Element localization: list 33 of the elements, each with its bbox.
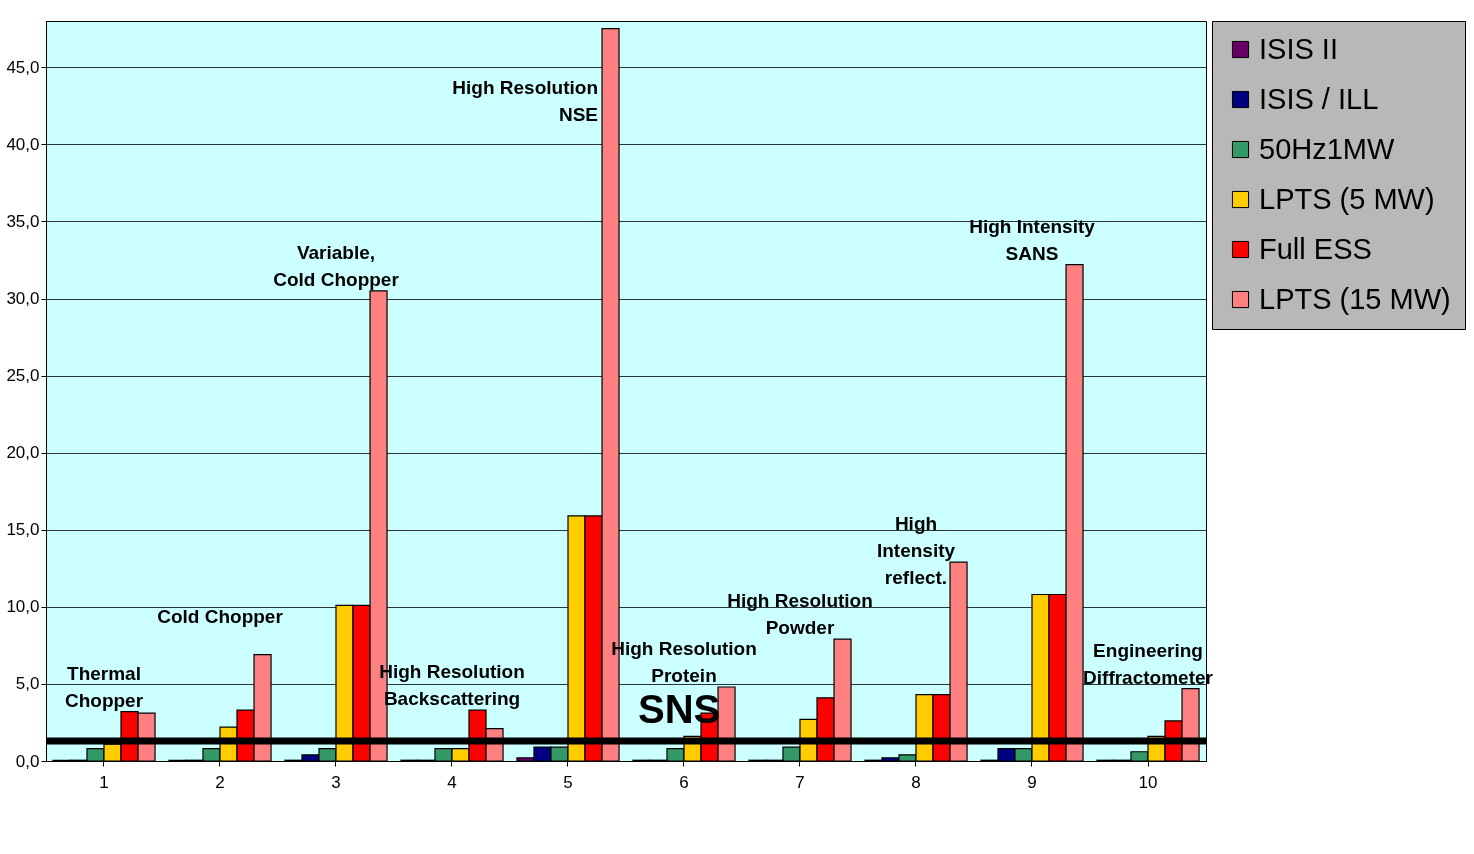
legend-label: LPTS (15 MW) (1259, 282, 1451, 315)
y-tick-label: 5,0 (15, 674, 40, 694)
y-tick-label: 40,0 (6, 134, 40, 154)
legend-label: LPTS (5 MW) (1259, 182, 1435, 215)
annotation: Thermal Chopper (64, 662, 144, 711)
x-tick-label: 9 (1027, 772, 1037, 792)
annotation: High Resolution NSE (452, 76, 598, 125)
y-tick-label: 10,0 (6, 597, 40, 617)
legend-label: ISIS / ILL (1259, 82, 1379, 115)
annotation: High Intensity SANS (969, 215, 1096, 264)
y-tick-label: 0,0 (15, 751, 40, 771)
annotation: Cold Chopper (157, 605, 284, 627)
x-tick-label: 7 (795, 772, 805, 792)
x-tick-label: 10 (1138, 772, 1158, 792)
y-tick-label: 45,0 (6, 57, 40, 77)
annotation: High Intensity reflect. (876, 513, 956, 589)
y-tick-label: 30,0 (6, 289, 40, 308)
annotation: Variable, Cold Chopper (273, 241, 400, 290)
x-tick-label: 3 (331, 772, 341, 792)
legend-label: ISIS II (1259, 32, 1338, 65)
legend-label: 50Hz1MW (1259, 132, 1395, 165)
y-tick-label: 35,0 (6, 211, 40, 231)
x-tick-label: 5 (563, 772, 573, 792)
x-tick-label: 8 (911, 772, 921, 792)
legend-label: Full ESS (1259, 232, 1372, 265)
x-tick-label: 2 (215, 772, 225, 792)
y-tick-label: 25,0 (6, 366, 40, 386)
y-tick-label: 15,0 (6, 520, 40, 540)
x-tick-label: 6 (679, 772, 689, 792)
x-tick-label: 1 (99, 772, 109, 792)
x-tick-label: 4 (447, 772, 457, 792)
annotation: High Resolution Powder (727, 590, 873, 639)
y-tick-label: 20,0 (6, 443, 40, 463)
